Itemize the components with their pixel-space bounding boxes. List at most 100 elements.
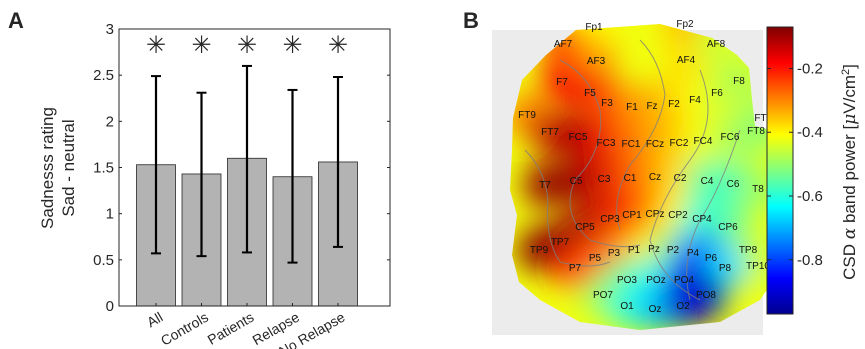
electrode-label: Fp2 [676,19,694,30]
electrode-label: TP9 [530,245,549,256]
axes-box [118,28,391,307]
electrode-label: AF7 [554,39,573,50]
error-bars [151,64,343,264]
error-bar [196,91,207,258]
y-tick-label: 1 [106,206,114,223]
electrode-label: P2 [667,245,680,256]
electrode-label: CP1 [622,210,642,221]
electrode-label: T8 [752,184,764,195]
significance-star: ✳ [146,32,166,59]
electrode-label: C4 [701,176,714,187]
ylabel-line2: Sad - neutral [59,119,78,216]
electrode-label: F3 [601,98,613,109]
electrode-label: PO7 [593,290,613,301]
electrode-label: F6 [711,88,723,99]
electrode-label: FC3 [597,138,616,149]
electrode-label: C6 [727,179,740,190]
contour-line [559,59,641,248]
x-tick-label: Controls [158,309,211,349]
y-tick-label: 2.5 [93,67,114,84]
x-tick-label: Patients [205,309,257,348]
electrode-label: Pz [648,244,660,255]
electrode-label: FC5 [569,132,588,143]
electrode-label: P7 [569,263,582,274]
topomap [510,24,770,330]
electrode-label: FC6 [721,132,740,143]
electrode-label: TP8 [739,245,758,256]
electrode-label: TP7 [551,237,570,248]
electrode-label: POz [646,275,665,286]
significance-star: ✳ [328,32,348,59]
electrode-label: C2 [674,173,687,184]
y-tick-label: 0.5 [93,252,114,269]
electrode-label: O1 [620,301,634,312]
y-tick-label: 0 [106,298,114,315]
contour-line [616,39,666,231]
electrode-label: FC1 [622,139,641,150]
electrode-label: CP4 [692,214,712,225]
electrode-label: PO4 [674,275,694,286]
electrode-label: FT7 [541,127,559,138]
electrode-label: AF3 [587,56,606,67]
electrode-label: TP10 [746,261,770,272]
electrode-label: F4 [689,95,701,106]
electrode-label: Oz [649,304,662,315]
significance-star: ✳ [237,32,257,59]
electrode-label: FT10 [754,113,778,124]
panel-b-label: B [463,8,479,33]
electrode-label: AF8 [707,39,726,50]
electrode-label: FC4 [694,136,713,147]
colorbar-label: CSD α band power [μV/cm2] [840,64,860,280]
electrode-labels: Fp1 Fp2 AF7 AF3 AF4 AF8 F7 F5 F3 F1 Fz F2 F4 F6 F8 FT9 F… [518,19,778,315]
panel-a-label: A [8,8,24,33]
contour-line [524,149,611,267]
electrode-label: CP3 [600,214,620,225]
x-tick-label: All [144,309,165,331]
electrode-label: Cz [649,172,661,183]
colorbar-tick-label: -0.6 [797,188,823,205]
electrode-label: CP6 [718,222,738,233]
electrode-label: FCz [646,139,664,150]
electrode-label: T7 [539,180,551,191]
error-bar [151,75,161,255]
topomap-value-blob [661,284,705,328]
electrode-label: CPz [646,209,665,220]
electrode-label: F7 [556,77,568,88]
contour-line [649,69,709,301]
electrode-label: P4 [687,248,700,259]
electrode-label: F2 [668,99,680,110]
electrode-label: FT8 [747,126,765,137]
electrode-label: CP2 [668,210,688,221]
error-bar [242,64,252,254]
electrode-label: F5 [584,88,596,99]
y-tick-label: 2 [106,113,114,130]
electrode-label: P6 [705,253,718,264]
error-bar [287,88,298,264]
colorbar [766,26,794,315]
topomap-field [510,24,770,330]
y-tick-label: 3 [106,21,114,38]
panel-b: B Fp1 Fp2 AF7 AF3 AF4 AF8 F7 F5 F3 F1 Fz F2 F4 F6 F8 FT… [463,8,860,335]
electrode-label: CP5 [575,222,595,233]
colorbar-tick-label: -0.2 [797,60,823,77]
significance-star: ✳ [191,32,211,59]
contour-lines [524,39,741,301]
y-axis-ticks: 0 0.5 1 1.5 2 2.5 3 [93,21,390,315]
electrode-label: C5 [570,176,583,187]
electrode-label: P3 [608,248,621,259]
electrode-label: O2 [676,301,690,312]
electrode-label: Fp1 [585,22,603,33]
panel-a: A Sadnesss rating Sad - neutral ✳ ✳ ✳ ✳ ✳ 0 0… [8,8,391,349]
electrode-label: P8 [719,263,732,274]
electrode-label: P5 [589,253,602,264]
significance-markers: ✳ ✳ ✳ ✳ ✳ [146,32,348,59]
ylabel-line1: Sadnesss rating [38,107,57,229]
electrode-label: AF4 [677,55,696,66]
electrode-label: C3 [598,174,611,185]
electrode-label: FT9 [518,110,536,121]
significance-star: ✳ [282,32,302,59]
electrode-label: F1 [626,102,638,113]
electrode-label: FC2 [670,138,689,149]
panel-a-ylabel: Sadnesss rating Sad - neutral [38,107,78,229]
